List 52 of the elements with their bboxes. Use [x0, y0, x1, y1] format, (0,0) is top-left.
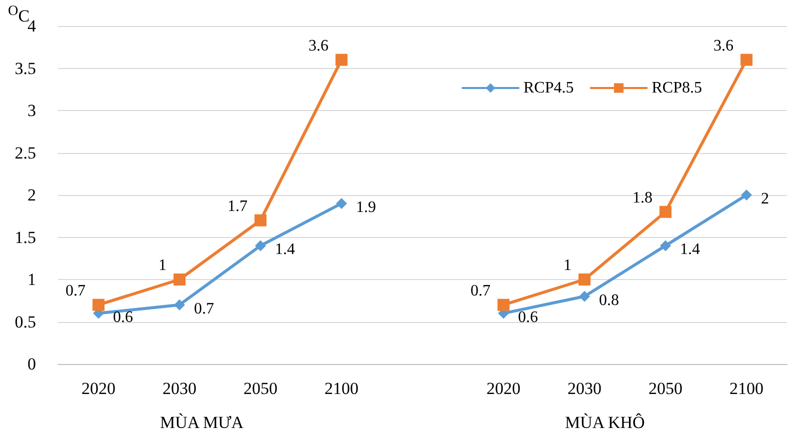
text: MÙA KHÔ: [565, 413, 645, 432]
point: [498, 298, 510, 311]
data-label: 0.6: [113, 308, 133, 326]
x-tick-label: 2050: [648, 379, 682, 398]
point: [174, 274, 186, 286]
y-tick-label: 3.5: [14, 58, 36, 78]
data-label: 1.7: [228, 198, 248, 215]
data-label: 1.9: [356, 198, 376, 216]
x-tick-label: 2100: [324, 379, 358, 398]
y-tick-label: 3: [28, 101, 36, 120]
data-label: 3.6: [714, 37, 734, 54]
point: [254, 214, 266, 226]
data-label: 0.7: [194, 300, 214, 318]
x-tick-label: 2030: [568, 379, 602, 398]
point: [740, 54, 752, 66]
legend-label: RCP4.5: [524, 80, 574, 96]
data-label: 0.7: [66, 282, 86, 300]
data-label: 3.6: [308, 37, 328, 54]
point: [336, 54, 348, 66]
y-tick-label: 4: [28, 16, 36, 36]
x-tick-label: 2050: [244, 379, 278, 398]
point: [578, 274, 590, 286]
x-tick-label: 2020: [82, 379, 116, 398]
data-label: 2: [761, 190, 769, 208]
data-label: 1.4: [275, 241, 295, 258]
data-label: 1: [564, 257, 572, 274]
point: [660, 240, 671, 252]
data-label: 0.6: [518, 308, 538, 326]
point: [255, 240, 266, 252]
y-tick-label: 2.5: [14, 143, 36, 162]
point: [741, 190, 752, 200]
data-label: 0.8: [599, 292, 619, 309]
y-tick-label: 1: [28, 270, 36, 289]
x-tick-label: 2020: [486, 379, 520, 398]
point: [336, 198, 347, 209]
x-tick-label: 2100: [730, 379, 764, 398]
data-label: 1.8: [632, 189, 652, 206]
y-tick-label: 1.5: [14, 228, 36, 247]
x-tick-label: 2030: [162, 379, 196, 398]
y-tick-label: 0: [28, 354, 36, 374]
point: [660, 206, 672, 218]
point: [92, 298, 104, 311]
y-tick-label: 0.5: [14, 312, 36, 332]
data-label: 0.7: [470, 282, 490, 300]
legend-label: RCP8.5: [652, 80, 702, 96]
data-label: 1: [158, 257, 166, 274]
point: [579, 290, 590, 302]
text: MÙA MƯA: [160, 413, 244, 432]
point: [174, 299, 185, 310]
y-tick-label: 2: [28, 186, 36, 204]
y-axis-title: $^{O}$C: [8, 3, 30, 26]
data-label: 1.4: [680, 241, 700, 258]
